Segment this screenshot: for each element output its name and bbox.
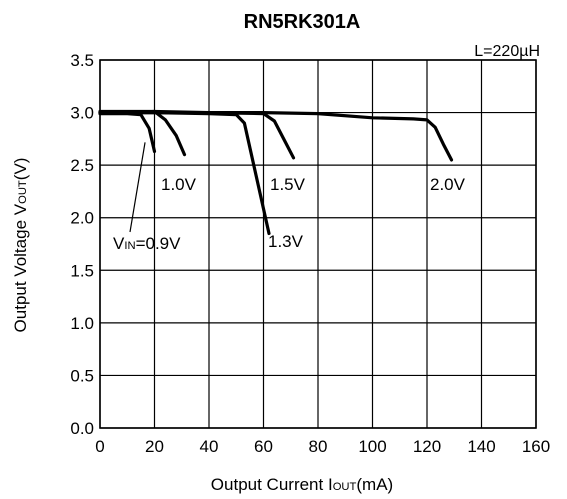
label-leader-lines [129,142,146,233]
grid [99,59,537,429]
y-axis-label: Output Voltage VOUT(V) [11,158,30,333]
x-tick-label: 20 [145,437,164,456]
series-label-1-5V: 1.5V [270,175,306,194]
y-tick-label: 3.5 [70,51,94,70]
y-axis-label-sub: OUT [17,180,29,204]
x-tick-label: 100 [358,437,386,456]
y-axis-label-main: Output Voltage V [11,203,30,332]
x-axis-label-main: Output Current I [211,475,333,494]
series-label-0-9V: VIN=0.9V [113,234,181,253]
y-tick-label: 2.0 [70,209,94,228]
y-tick-label: 2.5 [70,156,94,175]
y-tick-label: 1.5 [70,261,94,280]
y-tick-labels: 0.0 0.5 1.0 1.5 2.0 2.5 3.0 3.5 [70,51,94,438]
x-tick-label: 120 [413,437,441,456]
x-tick-label: 160 [522,437,550,456]
x-axis-label: Output Current IOUT(mA) [211,475,393,494]
series-line-1-5V [98,110,296,160]
y-axis-label-unit: (V) [11,158,30,181]
vin-0-9v-leader [129,142,146,233]
series-labels: VIN=0.9V 1.0V 1.3V 1.5V 2.0V [113,175,466,253]
x-tick-label: 40 [200,437,219,456]
series-line-0-9V [98,111,157,154]
y-tick-label: 0.0 [70,419,94,438]
series-label-1-0V: 1.0V [161,175,197,194]
y-tick-label: 3.0 [70,104,94,123]
y-tick-label: 1.0 [70,314,94,333]
plot-frame [99,59,537,429]
series-label-2-0V: 2.0V [430,175,466,194]
x-tick-label: 80 [309,437,328,456]
x-tick-label: 60 [254,437,273,456]
series-label-1-3V: 1.3V [268,232,304,251]
series-lines [98,109,454,236]
x-axis-label-unit: (mA) [356,475,393,494]
inductance-note: L=220µH [474,43,540,60]
x-tick-label: 0 [95,437,104,456]
x-tick-labels: 0 20 40 60 80 100 120 140 160 [95,437,550,456]
series-line-1-3V [98,110,271,236]
y-tick-label: 0.5 [70,366,94,385]
chart-title: RN5RK301A [244,11,361,33]
x-axis-label-sub: OUT [333,481,357,493]
x-tick-label: 140 [467,437,495,456]
series-line-2-0V [98,109,454,162]
